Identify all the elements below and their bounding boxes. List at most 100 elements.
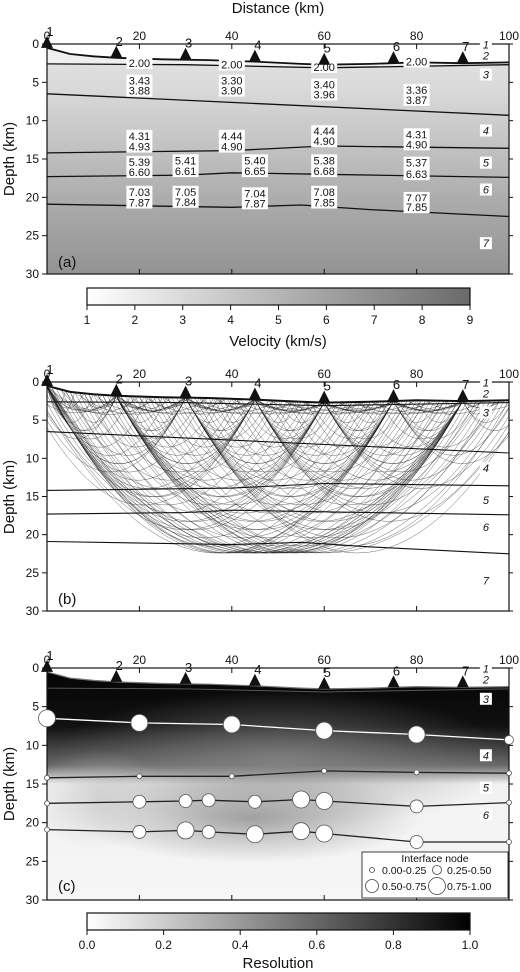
interface-node — [136, 773, 143, 780]
ray-path — [47, 397, 186, 473]
station-marker — [41, 659, 53, 672]
velocity-label-box — [403, 55, 430, 68]
velocity-label-box — [126, 165, 153, 178]
interface-node — [315, 792, 334, 810]
interface-node — [38, 709, 56, 728]
ray-path — [69, 391, 394, 547]
legend-node-symbol — [428, 877, 446, 895]
layer-label-box — [479, 183, 492, 196]
velocity-label-box — [218, 74, 245, 87]
layer-label: 7 — [483, 575, 490, 587]
velocity-label: 2.00 — [406, 56, 427, 68]
ray-path — [194, 397, 463, 522]
panel-c-y-axis-title: Depth (km) — [1, 747, 18, 821]
velocity-label-box — [126, 129, 153, 142]
y-tick-label: 20 — [26, 816, 40, 830]
colorbar-tick-label: 3 — [179, 313, 186, 327]
x-tick-label: 0 — [44, 653, 51, 667]
station-label: 4 — [254, 38, 261, 53]
interface-line — [47, 401, 509, 407]
station-marker — [179, 385, 192, 398]
ray-path — [287, 400, 463, 481]
velocity-label-box — [311, 125, 338, 138]
ray-path — [393, 400, 496, 448]
colorbar-tick-label: 4 — [227, 313, 234, 327]
y-tick-label: 5 — [32, 413, 39, 427]
station-marker — [387, 675, 400, 688]
velocity-label-box — [311, 60, 338, 73]
ray-path — [310, 400, 394, 440]
y-tick-label: 5 — [32, 75, 39, 89]
x-tick-label: 80 — [410, 29, 424, 43]
y-tick-label: 0 — [32, 37, 39, 51]
velocity-label-box — [126, 140, 153, 153]
y-tick-label: 20 — [26, 528, 40, 542]
velocity-label-box — [218, 129, 245, 142]
station-label: 2 — [116, 34, 123, 49]
velocity-label-box — [311, 78, 338, 91]
velocity-label: 4.90 — [406, 139, 427, 151]
ray-path — [254, 399, 357, 448]
station-label: 4 — [254, 662, 261, 677]
velocity-label-box — [172, 154, 199, 167]
velocity-label-box — [126, 57, 153, 69]
station-label: 1 — [46, 24, 53, 39]
ray-path — [291, 400, 394, 448]
ray-path — [116, 395, 385, 522]
interface-node — [407, 725, 426, 744]
x-tick-label: 100 — [499, 653, 519, 667]
velocity-label-box — [126, 84, 153, 97]
ray-path — [79, 392, 117, 409]
station-marker — [41, 35, 53, 48]
velocity-label-box — [241, 154, 268, 167]
interface-line — [47, 431, 509, 454]
velocity-label-box — [403, 83, 430, 96]
interface-node — [504, 735, 514, 745]
colorbar-tick-label: 9 — [467, 313, 474, 327]
velocity-label: 2.00 — [129, 58, 150, 70]
interface-line — [47, 93, 509, 116]
x-tick-label: 20 — [133, 29, 147, 43]
legend-node-symbol — [369, 867, 375, 873]
ray-path — [180, 397, 394, 497]
layer-label: 6 — [483, 185, 490, 197]
velocity-label-box — [311, 135, 338, 148]
ray-path — [116, 395, 293, 481]
interface-node — [44, 800, 50, 807]
interface-node — [506, 839, 512, 845]
ray-path — [282, 400, 394, 415]
colorbar-tick-label: 5 — [275, 313, 282, 327]
colorbar-tick-label: 1.0 — [462, 938, 479, 952]
ray-path — [240, 398, 325, 440]
velocity-label: 4.44 — [221, 131, 242, 143]
ray-path — [199, 397, 256, 410]
ray-path — [393, 400, 431, 409]
layer-label: 3 — [483, 694, 490, 706]
velocity-label: 6.65 — [244, 166, 265, 178]
interface-node-legend: Interface node 0.00-0.25 0.25-0.50 0.50-0.… — [361, 851, 509, 899]
ray-path — [254, 399, 339, 440]
ray-path — [185, 397, 454, 522]
layer-label: 6 — [483, 810, 490, 822]
velocity-label: 7.87 — [129, 198, 150, 210]
station-marker — [110, 383, 123, 396]
interface-node — [506, 770, 512, 777]
colorbar-tick-label: 0.2 — [155, 938, 172, 952]
velocity-label-box — [403, 191, 430, 204]
x-axis-title: Distance (km) — [232, 0, 325, 17]
layer-label: 6 — [483, 522, 490, 534]
velocity-label-box — [172, 165, 199, 178]
ray-path — [324, 400, 408, 440]
station-label: 6 — [393, 377, 400, 392]
ray-path — [130, 396, 186, 410]
station-marker — [456, 51, 469, 64]
ray-path — [324, 400, 500, 481]
interface-node — [321, 767, 328, 774]
ray-path — [111, 395, 325, 497]
panel-b-y-axis-title: Depth (km) — [1, 460, 18, 534]
interface-line — [47, 482, 509, 491]
velocity-label: 5.38 — [313, 155, 334, 167]
interface-line — [47, 509, 509, 516]
velocity-label-box — [126, 196, 153, 209]
